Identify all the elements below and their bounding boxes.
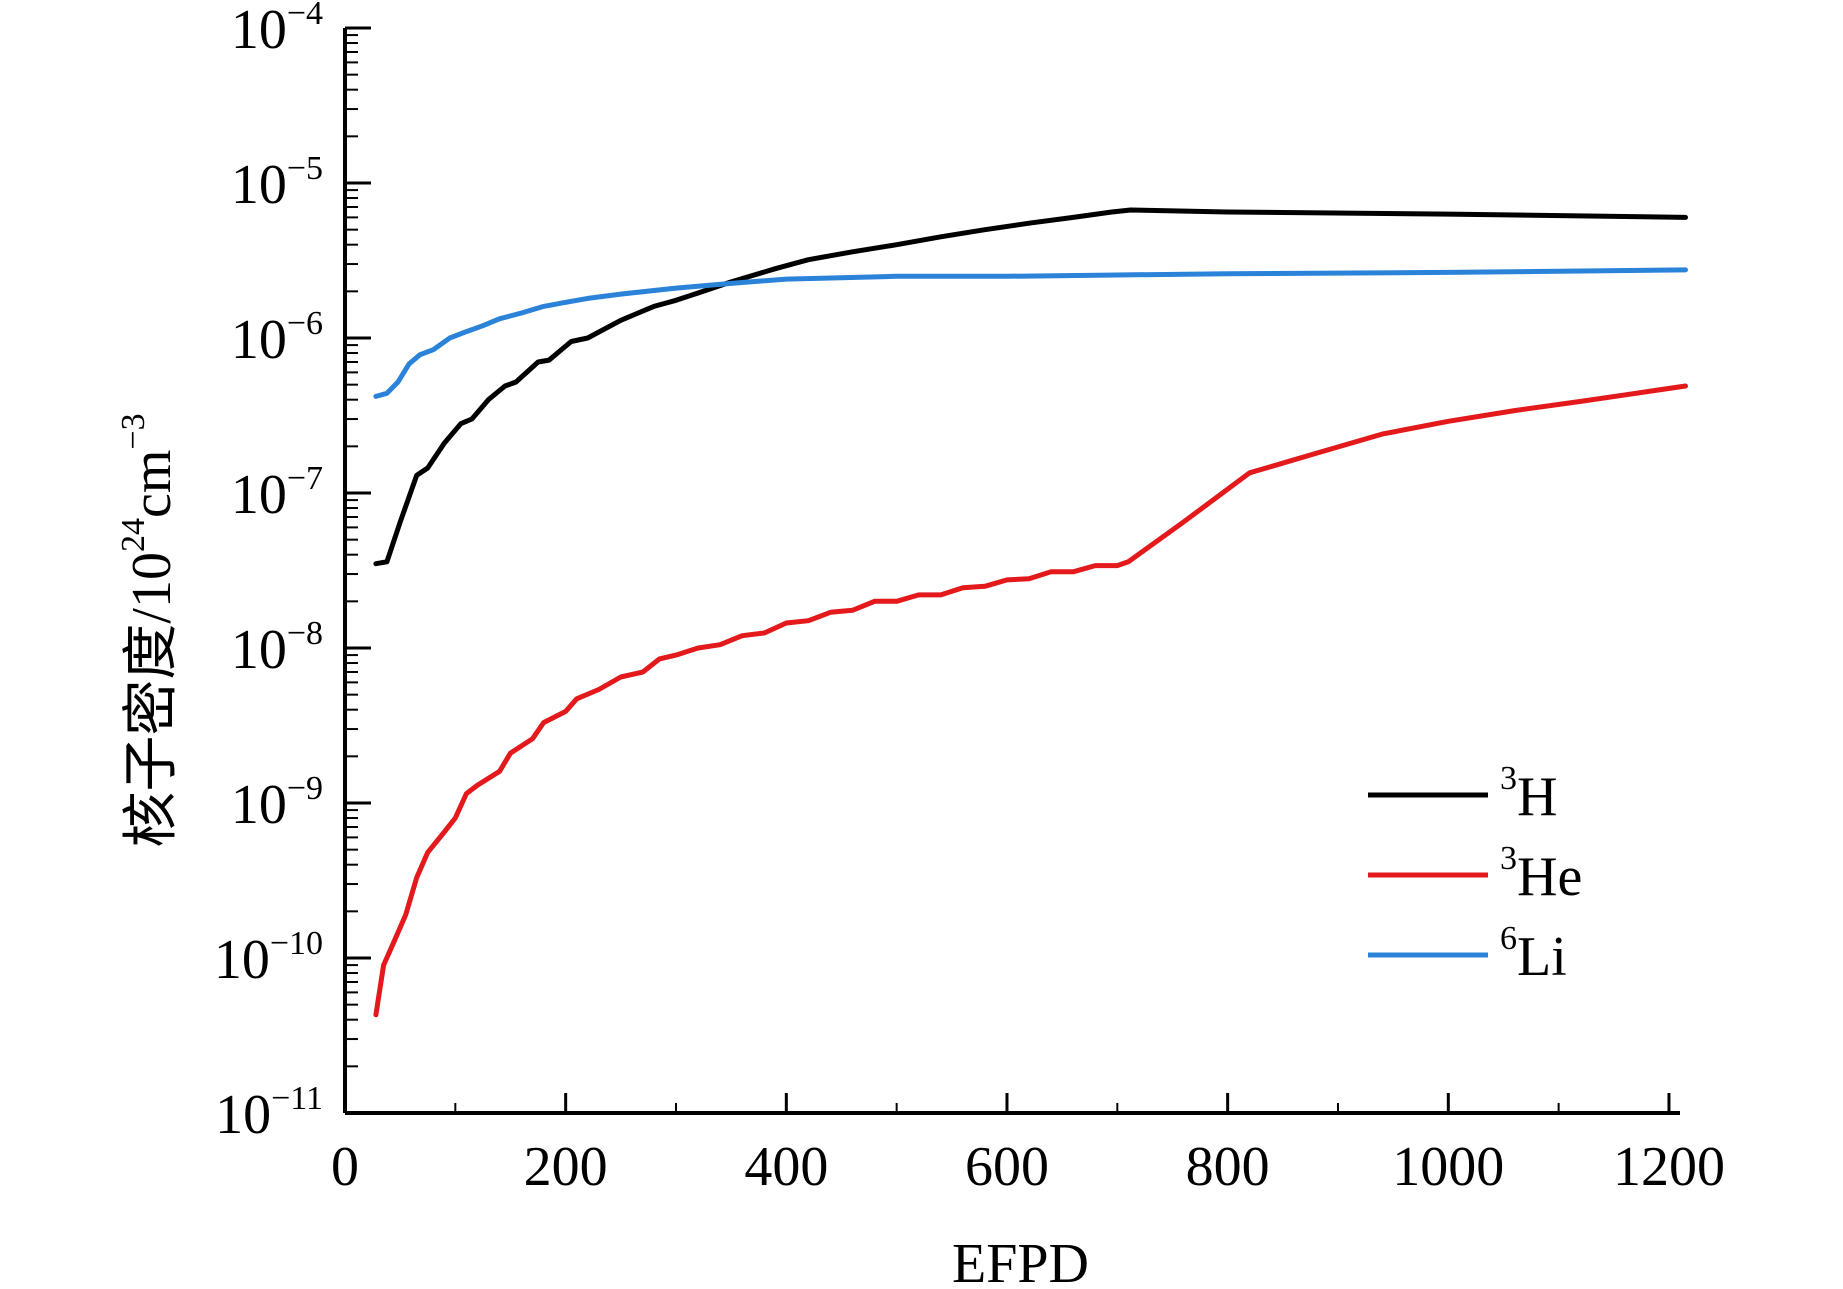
y-tick-label: 10−6 (231, 305, 323, 371)
y-tick-label: 10−8 (231, 615, 323, 681)
legend-label: 3He (1500, 840, 1582, 908)
y-tick-label: 10−10 (214, 925, 323, 991)
x-axis-title: EFPD (952, 1233, 1089, 1289)
axes: 0 200 400 600 800 1000 1200 10−4 10−5 10−6 10−7 10−… (214, 0, 1725, 1198)
x-tick-label: 1200 (1613, 1136, 1725, 1198)
x-tick-label: 800 (1186, 1136, 1270, 1198)
y-tick-label: 10−9 (231, 770, 323, 836)
y-tick-label: 10−7 (231, 460, 323, 526)
legend: 3H 3He 6Li (1368, 760, 1582, 988)
x-tick-label: 1000 (1392, 1136, 1504, 1198)
legend-label: 3H (1500, 760, 1557, 828)
y-tick-label: 10−4 (231, 0, 323, 61)
x-tick-label: 600 (965, 1136, 1049, 1198)
series-line-3He (373, 383, 1688, 1018)
series-line-6Li (373, 267, 1688, 399)
x-tick-label: 0 (331, 1136, 359, 1198)
series-layer (373, 207, 1688, 1018)
y-axis-title-text: 核子密度/1024cm−3 (115, 413, 183, 847)
y-tick-label: 10−11 (215, 1080, 323, 1146)
legend-label: 6Li (1500, 920, 1567, 988)
y-tick-label: 10−5 (231, 150, 323, 216)
x-tick-label: 200 (524, 1136, 608, 1198)
x-tick-label: 400 (744, 1136, 828, 1198)
y-axis-title: 核子密度/1024cm−3 (115, 413, 183, 847)
series-line-3H (373, 207, 1688, 567)
